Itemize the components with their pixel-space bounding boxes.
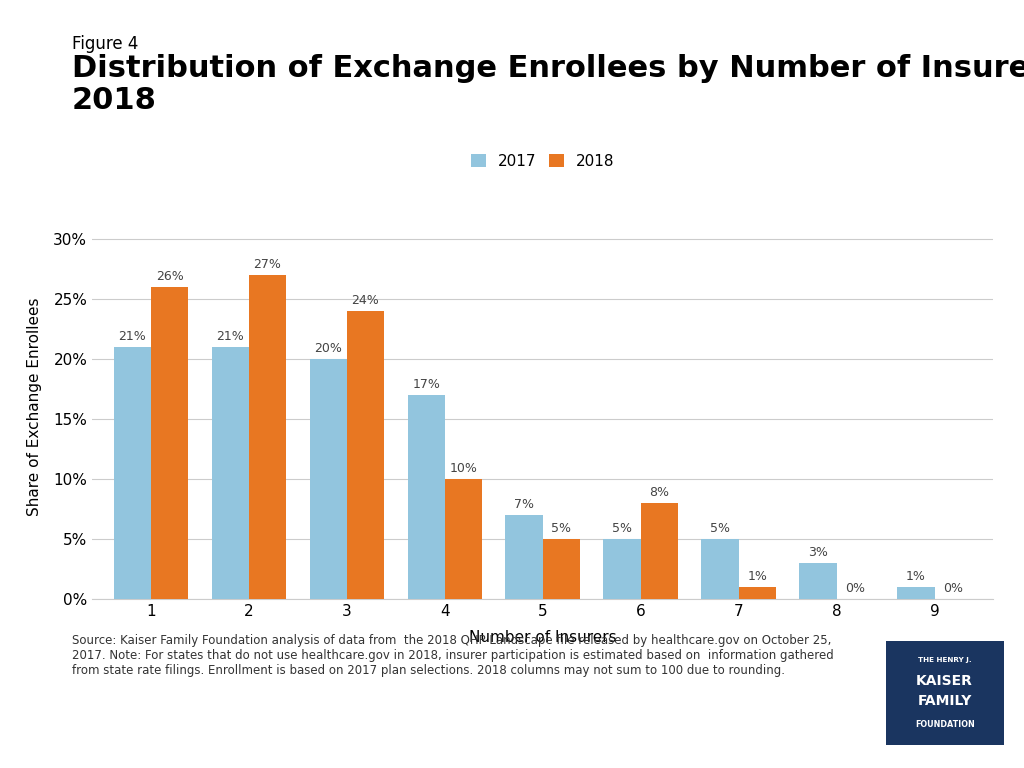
X-axis label: Number of Insurers: Number of Insurers (469, 630, 616, 645)
Bar (212, 347, 249, 599)
Text: FOUNDATION: FOUNDATION (914, 720, 975, 729)
Text: 10%: 10% (450, 462, 477, 475)
Bar (309, 359, 347, 599)
Text: 1%: 1% (906, 571, 926, 584)
Text: 7%: 7% (514, 498, 535, 511)
Bar (738, 587, 776, 599)
Text: 0%: 0% (943, 582, 964, 595)
Text: Distribution of Exchange Enrollees by Number of Insurers in 2017 and
2018: Distribution of Exchange Enrollees by Nu… (72, 54, 1024, 115)
Bar (603, 539, 641, 599)
Text: Figure 4: Figure 4 (72, 35, 138, 52)
Text: Source: Kaiser Family Foundation analysis of data from  the 2018 QHP Landscape f: Source: Kaiser Family Foundation analysi… (72, 634, 834, 677)
Bar (897, 587, 935, 599)
Bar (800, 563, 837, 599)
Bar (249, 275, 286, 599)
Bar (543, 539, 580, 599)
Text: 20%: 20% (314, 343, 342, 356)
Bar (701, 539, 738, 599)
Y-axis label: Share of Exchange Enrollees: Share of Exchange Enrollees (28, 298, 42, 516)
Text: 21%: 21% (119, 330, 146, 343)
Bar (347, 311, 384, 599)
Legend: 2017, 2018: 2017, 2018 (471, 154, 614, 169)
Text: KAISER: KAISER (916, 674, 973, 687)
Text: FAMILY: FAMILY (918, 694, 972, 708)
Text: 5%: 5% (710, 522, 730, 535)
Bar (444, 479, 482, 599)
Text: 8%: 8% (649, 486, 670, 499)
Text: THE HENRY J.: THE HENRY J. (918, 657, 972, 663)
Bar (151, 287, 188, 599)
Text: 1%: 1% (748, 571, 767, 584)
Text: 5%: 5% (551, 522, 571, 535)
Text: 27%: 27% (254, 259, 282, 271)
Text: 21%: 21% (216, 330, 244, 343)
Bar (408, 395, 444, 599)
Text: 3%: 3% (808, 547, 827, 559)
Text: 0%: 0% (845, 582, 865, 595)
Text: 5%: 5% (612, 522, 632, 535)
Bar (114, 347, 151, 599)
Text: 17%: 17% (413, 379, 440, 392)
Text: 26%: 26% (156, 270, 183, 283)
Text: 24%: 24% (351, 294, 379, 307)
Bar (641, 503, 678, 599)
Bar (506, 515, 543, 599)
